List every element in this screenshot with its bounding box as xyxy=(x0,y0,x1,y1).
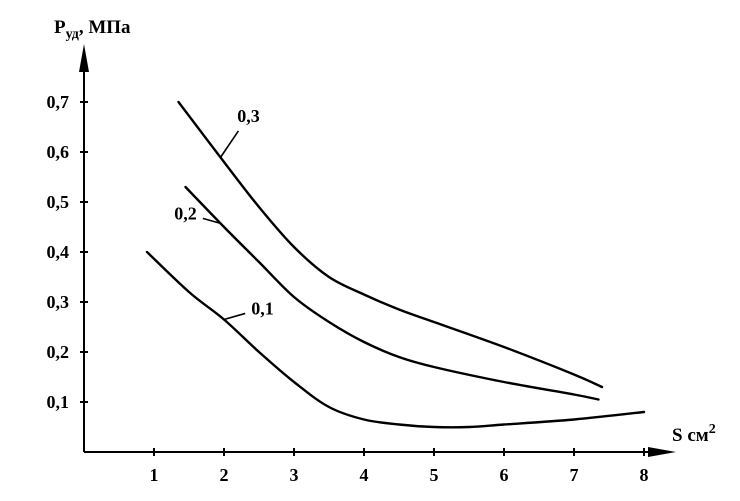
y-axis-title-main: P xyxy=(54,17,66,38)
y-tick-label-2: 0,2 xyxy=(47,342,70,362)
curve-label-2: 0,2 xyxy=(174,204,197,224)
curve-label-leader-3 xyxy=(219,130,240,158)
curve-label-1: 0,1 xyxy=(251,299,274,319)
x-tick-label-4: 4 xyxy=(360,465,369,485)
x-axis-title-main: S см xyxy=(672,425,709,446)
curve-label-leader-2 xyxy=(202,217,221,225)
curve-series-2 xyxy=(184,185,600,401)
x-tick-label-5: 5 xyxy=(430,465,439,485)
axes xyxy=(79,44,676,457)
x-tick-label-8: 8 xyxy=(640,465,649,485)
curve-label-leader-1 xyxy=(223,312,246,321)
y-axis-arrow xyxy=(79,44,89,72)
x-axis-arrow xyxy=(648,447,676,457)
y-tick-label-4: 0,4 xyxy=(47,242,70,262)
x-tick-label-1: 1 xyxy=(150,465,159,485)
curves xyxy=(145,100,646,429)
curve-label-3: 0,3 xyxy=(237,106,260,126)
x-tick-label-6: 6 xyxy=(500,465,509,485)
x-axis-title: S см2 xyxy=(672,422,716,446)
y-axis-title-unit: , МПа xyxy=(79,17,131,38)
x-tick-label-3: 3 xyxy=(290,465,299,485)
y-axis-title: Pуд, МПа xyxy=(54,17,131,42)
ticks: 1 2 3 4 5 6 7 8 0,1 0,2 0,3 0,4 0,5 0,6 0,7 xyxy=(47,92,649,485)
y-tick-label-3: 0,3 xyxy=(47,292,70,312)
y-tick-label-5: 0,5 xyxy=(47,192,70,212)
y-tick-label-6: 0,6 xyxy=(47,142,70,162)
x-axis-title-sup: 2 xyxy=(709,422,716,437)
label-leaders: 0,1 0,2 0,3 xyxy=(174,106,274,321)
curve-series-1 xyxy=(145,250,646,429)
y-tick-label-7: 0,7 xyxy=(47,92,70,112)
x-tick-label-2: 2 xyxy=(220,465,229,485)
curve-series-3 xyxy=(177,100,604,389)
y-axis-title-sub: уд xyxy=(66,27,79,42)
y-tick-label-1: 0,1 xyxy=(47,392,70,412)
x-tick-label-7: 7 xyxy=(570,465,579,485)
